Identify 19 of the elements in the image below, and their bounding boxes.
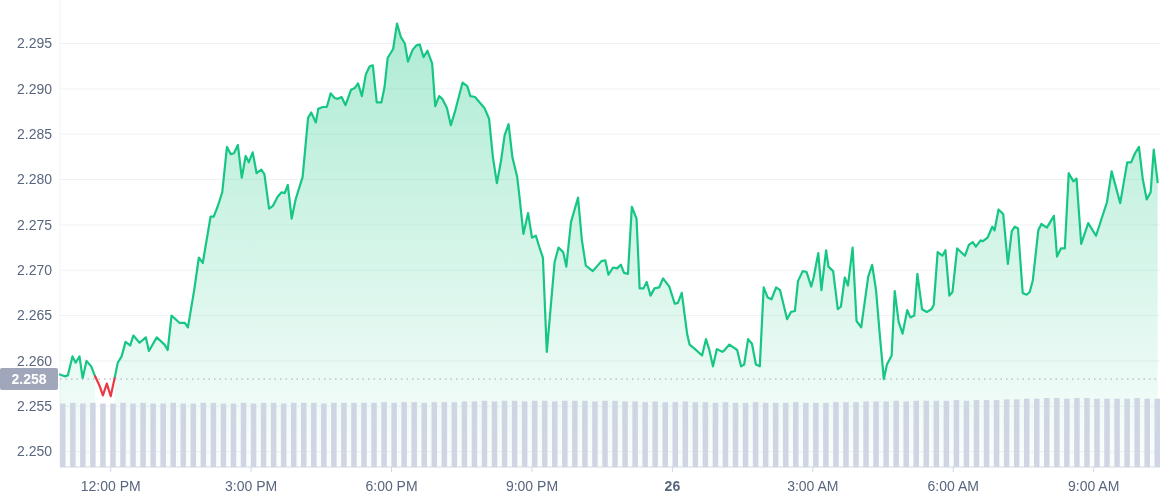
x-tick-label: 26: [664, 478, 681, 494]
y-tick-label: 2.270: [16, 262, 53, 279]
y-tick-label: 2.250: [16, 443, 53, 460]
y-tick-label: 2.285: [16, 126, 53, 143]
y-tick-label: 2.275: [16, 216, 53, 233]
x-tick-label: 6:00 PM: [365, 478, 418, 494]
y-tick-label: 2.265: [16, 307, 53, 324]
x-tick-label: 3:00 AM: [787, 478, 839, 494]
y-tick-label: 2.280: [16, 171, 53, 188]
x-tick-label: 12:00 PM: [80, 478, 141, 494]
y-tick-label: 2.255: [16, 398, 53, 415]
y-tick-label: 2.290: [16, 80, 53, 97]
x-tick-label: 6:00 AM: [927, 478, 979, 494]
x-tick-label: 3:00 PM: [225, 478, 278, 494]
y-tick-label: 2.295: [16, 35, 53, 52]
x-tick-label: 9:00 AM: [1068, 478, 1120, 494]
x-tick-label: 9:00 PM: [505, 478, 559, 494]
y-tick-label: 2.260: [16, 352, 53, 369]
ref-line-label: 2.258: [11, 370, 47, 387]
